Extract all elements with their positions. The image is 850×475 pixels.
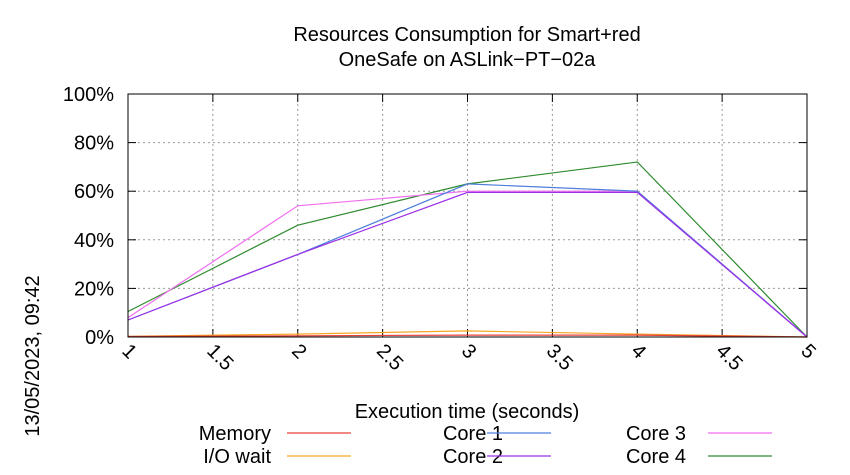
series-line-i-o-wait [127,330,808,338]
x-axis-label: Execution time (seconds) [355,401,580,423]
timestamp-stamp: 13/05/2023, 09:42 [22,275,44,436]
y-tick-label: 60% [74,181,114,203]
legend-label: I/O wait [203,446,271,468]
plot-area-border [127,93,808,338]
x-tick-label: 4.5 [712,340,747,375]
legend-item: Core 3 [626,423,772,445]
chart-title-line-1: Resources Consumption for Smart+red [293,24,640,46]
legend-label: Core 2 [443,446,503,468]
chart-title-line-2: OneSafe on ASLink−PT−02a [339,49,597,71]
x-tick-label: 1.5 [202,340,237,375]
x-tick-label: 3.5 [542,340,577,375]
y-tick-label: 0% [85,327,114,349]
legend-item: Core 2 [443,446,551,468]
x-tick-label: 2 [287,340,310,363]
grid [127,93,808,338]
legend-item: Core 4 [626,446,772,468]
x-tick-label: 4 [627,340,650,363]
legend-label: Core 4 [626,446,686,468]
legend-label: Core 3 [626,423,686,445]
series-line-memory [127,334,808,338]
x-tick-label: 2.5 [372,340,407,375]
series-line-core-2 [127,191,808,338]
legend-label: Core 1 [443,423,503,445]
series-lines [127,161,808,338]
legend-item: Core 1 [443,423,551,445]
chart-title: Resources Consumption for Smart+red OneS… [293,24,640,71]
x-tick-label: 5 [796,340,819,363]
legend-label: Memory [199,423,271,445]
y-tick-label: 100% [63,84,114,106]
y-tick-label: 20% [74,278,114,300]
legend-item: I/O wait [203,446,351,468]
y-tick-label: 80% [74,133,114,155]
x-tick-label: 1 [117,340,140,363]
x-tick-labels: 1 1.5 2 2.5 3 3.5 4 4.5 5 [117,340,819,375]
x-tick-label: 3 [457,340,480,363]
y-tick-labels: 0% 20% 40% 60% 80% 100% [63,84,114,349]
legend-item: Memory [199,423,351,445]
y-tick-label: 40% [74,230,114,252]
